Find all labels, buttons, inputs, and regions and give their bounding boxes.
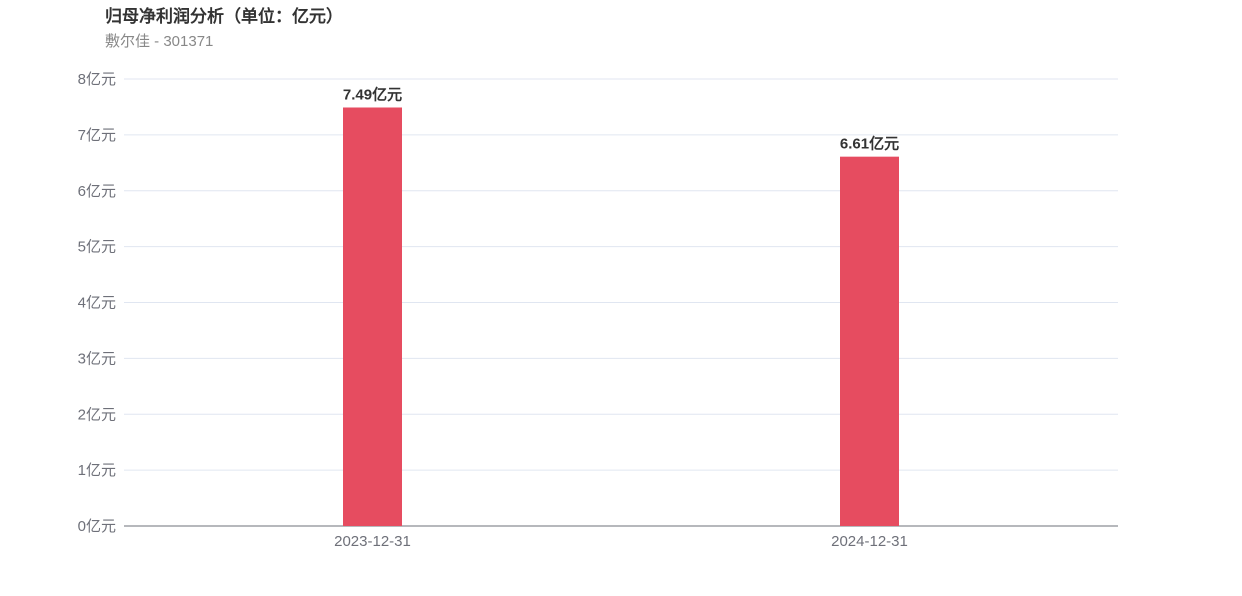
y-tick-label: 3亿元	[78, 350, 116, 367]
data-label: 7.49亿元	[343, 85, 402, 103]
y-tick-label: 8亿元	[78, 71, 116, 88]
bar	[840, 156, 899, 526]
data-label: 6.61亿元	[840, 135, 899, 153]
x-tick-label: 2023-12-31	[334, 533, 411, 550]
y-tick-label: 5亿元	[78, 239, 116, 256]
y-tick-label: 4亿元	[78, 295, 116, 312]
y-tick-label: 6亿元	[78, 183, 116, 200]
chart-title: 归母净利润分析（单位：亿元）	[105, 7, 343, 26]
bar	[343, 107, 402, 526]
x-tick-label: 2024-12-31	[831, 533, 908, 550]
chart-subtitle: 敷尔佳 - 301371	[105, 33, 214, 50]
y-tick-label: 1亿元	[78, 462, 116, 479]
y-tick-label: 0亿元	[78, 518, 116, 535]
y-tick-label: 2亿元	[78, 406, 116, 423]
y-tick-label: 7亿元	[78, 127, 116, 144]
